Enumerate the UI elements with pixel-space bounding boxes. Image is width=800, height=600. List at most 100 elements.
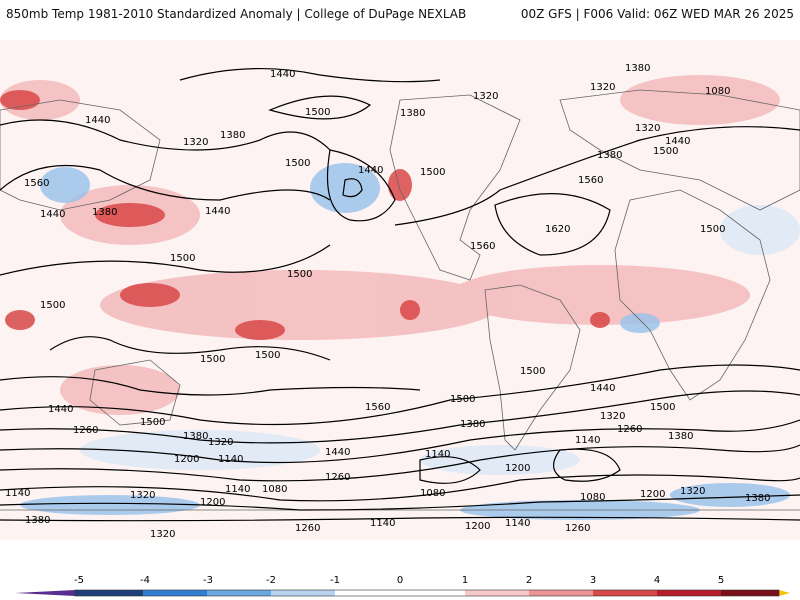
svg-text:1500: 1500 xyxy=(420,167,445,178)
svg-text:1380: 1380 xyxy=(25,515,50,526)
svg-text:1500: 1500 xyxy=(40,300,65,311)
svg-text:1140: 1140 xyxy=(425,449,450,460)
svg-text:1260: 1260 xyxy=(565,523,590,534)
svg-text:1440: 1440 xyxy=(358,165,383,176)
svg-text:1260: 1260 xyxy=(73,425,98,436)
svg-text:1140: 1140 xyxy=(575,435,600,446)
svg-text:1200: 1200 xyxy=(200,497,225,508)
colorbar-seg-2 xyxy=(143,590,207,596)
svg-text:1320: 1320 xyxy=(635,123,660,134)
cold-anomalies xyxy=(20,163,790,520)
svg-text:1440: 1440 xyxy=(85,115,110,126)
svg-text:1320: 1320 xyxy=(208,437,233,448)
anomaly-map[interactable]: 1440 1500 1440 1380 1320 1380 1080 1320 … xyxy=(0,40,800,540)
svg-text:1500: 1500 xyxy=(140,417,165,428)
svg-text:1500: 1500 xyxy=(650,402,675,413)
colorbar-seg-4 xyxy=(271,590,335,596)
svg-text:1380: 1380 xyxy=(400,108,425,119)
colorbar-tick-minus5: -5 xyxy=(74,575,84,586)
svg-text:1200: 1200 xyxy=(174,454,199,465)
svg-text:1320: 1320 xyxy=(600,411,625,422)
svg-text:1620: 1620 xyxy=(545,224,570,235)
svg-text:1380: 1380 xyxy=(220,130,245,141)
height-contours xyxy=(0,67,800,522)
svg-text:1320: 1320 xyxy=(130,490,155,501)
svg-text:1140: 1140 xyxy=(5,488,30,499)
svg-text:1320: 1320 xyxy=(150,529,175,540)
map-title: 850mb Temp 1981-2010 Standardized Anomal… xyxy=(6,7,467,21)
svg-text:1080: 1080 xyxy=(420,488,445,499)
svg-text:1500: 1500 xyxy=(700,224,725,235)
svg-text:1440: 1440 xyxy=(205,206,230,217)
contour-labels: 1440 1500 1440 1380 1320 1380 1080 1320 … xyxy=(5,63,770,540)
colorbar-seg-8 xyxy=(593,590,657,596)
svg-text:1500: 1500 xyxy=(287,269,312,280)
svg-text:1200: 1200 xyxy=(505,463,530,474)
colorbar-seg-10 xyxy=(721,590,779,596)
colorbar-seg-5 xyxy=(335,590,465,596)
colorbar-tick-minus4: -4 xyxy=(140,575,150,586)
svg-text:1500: 1500 xyxy=(200,354,225,365)
svg-text:1080: 1080 xyxy=(262,484,287,495)
svg-text:1500: 1500 xyxy=(255,350,280,361)
svg-text:1080: 1080 xyxy=(580,492,605,503)
svg-text:1380: 1380 xyxy=(183,431,208,442)
svg-text:1560: 1560 xyxy=(365,402,390,413)
svg-text:1380: 1380 xyxy=(668,431,693,442)
svg-text:1560: 1560 xyxy=(470,241,495,252)
colorbar-tick-minus3: -3 xyxy=(203,575,213,586)
run-info: 00Z GFS | F006 Valid: 06Z WED MAR 26 202… xyxy=(520,7,794,21)
weak-cold-anomalies xyxy=(80,205,800,475)
svg-text:1140: 1140 xyxy=(370,518,395,529)
svg-text:1380: 1380 xyxy=(745,493,770,504)
svg-text:1260: 1260 xyxy=(325,472,350,483)
colorbar-tick-2: 2 xyxy=(525,575,533,586)
colorbar-seg-1 xyxy=(75,590,143,596)
svg-text:1320: 1320 xyxy=(680,486,705,497)
svg-text:1140: 1140 xyxy=(225,484,250,495)
colorbar-tick-minus2: -2 xyxy=(266,575,276,586)
svg-text:1440: 1440 xyxy=(325,447,350,458)
svg-text:1380: 1380 xyxy=(625,63,650,74)
svg-text:1140: 1140 xyxy=(505,518,530,529)
colorbar-tick-0: 0 xyxy=(396,575,404,586)
colorbar-tick-5: 5 xyxy=(717,575,725,586)
colorbar-tick-4: 4 xyxy=(653,575,661,586)
svg-text:1440: 1440 xyxy=(40,209,65,220)
svg-text:1500: 1500 xyxy=(305,107,330,118)
svg-text:1440: 1440 xyxy=(48,404,73,415)
colorbar-outline xyxy=(74,589,780,597)
svg-text:1200: 1200 xyxy=(465,521,490,532)
colorbar-tick-minus1: -1 xyxy=(330,575,340,586)
svg-text:1560: 1560 xyxy=(24,178,49,189)
colorbar-min-arrow xyxy=(15,590,75,596)
coastlines xyxy=(0,89,800,511)
svg-text:1500: 1500 xyxy=(520,366,545,377)
svg-text:1320: 1320 xyxy=(183,137,208,148)
colorbar-tick-3: 3 xyxy=(589,575,597,586)
colorbar-seg-7 xyxy=(529,590,593,596)
colorbar-tick-1: 1 xyxy=(461,575,469,586)
svg-text:1380: 1380 xyxy=(597,150,622,161)
svg-text:1500: 1500 xyxy=(450,394,475,405)
colorbar-max-arrow xyxy=(779,590,790,596)
svg-text:1140: 1140 xyxy=(218,454,243,465)
svg-text:1200: 1200 xyxy=(640,489,665,500)
svg-text:1440: 1440 xyxy=(270,69,295,80)
svg-text:1080: 1080 xyxy=(705,86,730,97)
svg-text:1380: 1380 xyxy=(92,207,117,218)
colorbar-seg-9 xyxy=(657,590,721,596)
svg-text:1500: 1500 xyxy=(653,146,678,157)
svg-text:1380: 1380 xyxy=(460,419,485,430)
svg-text:1320: 1320 xyxy=(590,82,615,93)
colorbar-seg-6 xyxy=(465,590,529,596)
colorbar-seg-3 xyxy=(207,590,271,596)
svg-text:1320: 1320 xyxy=(473,91,498,102)
header: 850mb Temp 1981-2010 Standardized Anomal… xyxy=(0,0,800,30)
svg-text:1440: 1440 xyxy=(665,136,690,147)
svg-text:1500: 1500 xyxy=(170,253,195,264)
svg-text:1500: 1500 xyxy=(285,158,310,169)
svg-text:1260: 1260 xyxy=(295,523,320,534)
colorbar xyxy=(15,589,790,597)
svg-text:1440: 1440 xyxy=(590,383,615,394)
